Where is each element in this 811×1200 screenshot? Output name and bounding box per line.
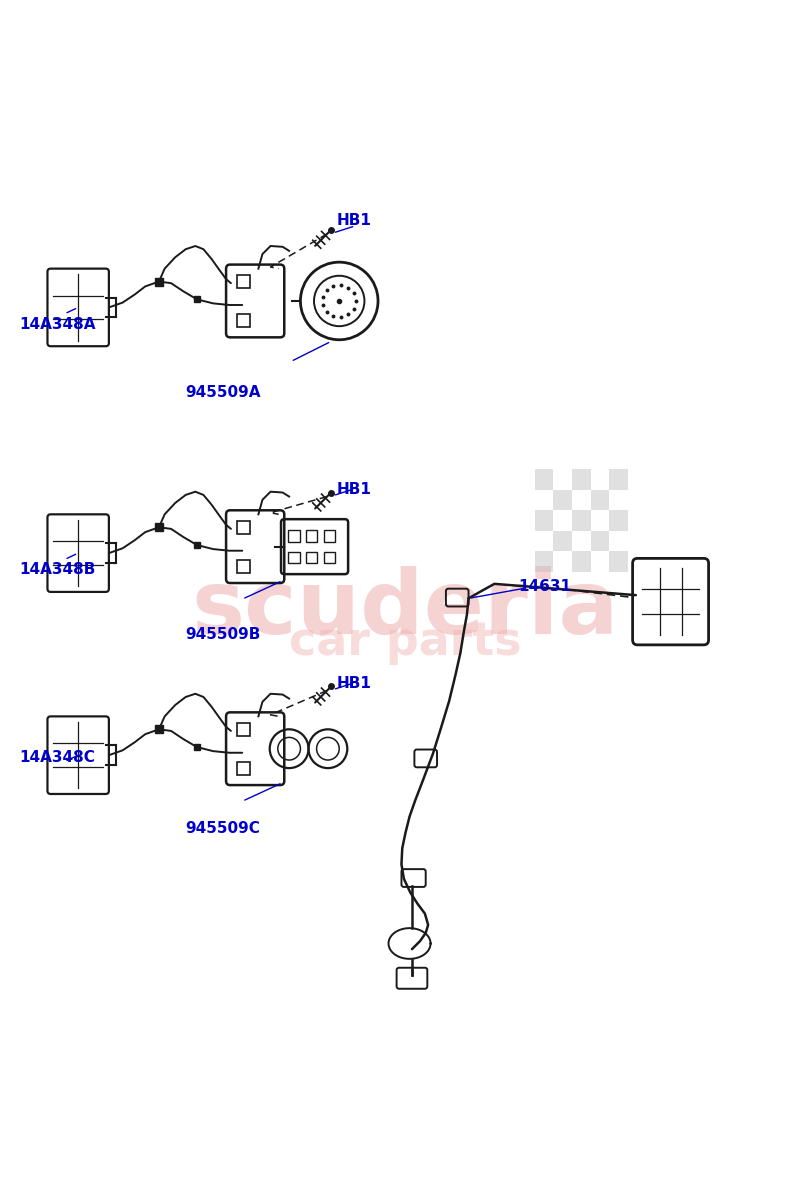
Bar xyxy=(324,530,335,542)
Text: 14A348B: 14A348B xyxy=(19,563,96,577)
Text: 945509C: 945509C xyxy=(186,821,260,836)
Text: 945509B: 945509B xyxy=(186,628,261,642)
Bar xyxy=(237,722,250,736)
Bar xyxy=(553,530,572,551)
Bar xyxy=(609,551,628,571)
Bar xyxy=(534,469,553,490)
Bar xyxy=(553,490,572,510)
Bar xyxy=(590,490,609,510)
Text: HB1: HB1 xyxy=(337,214,371,228)
Bar xyxy=(609,469,628,490)
Bar xyxy=(609,510,628,530)
Bar xyxy=(237,559,250,572)
Bar xyxy=(572,551,590,571)
Bar xyxy=(237,314,250,326)
Bar xyxy=(288,552,299,563)
Bar xyxy=(572,469,590,490)
Bar xyxy=(306,552,317,563)
Text: 945509A: 945509A xyxy=(186,384,261,400)
Bar xyxy=(572,510,590,530)
Bar xyxy=(306,530,317,542)
Bar xyxy=(237,521,250,534)
Bar xyxy=(324,552,335,563)
Text: 14A348C: 14A348C xyxy=(19,750,95,764)
Bar xyxy=(237,275,250,288)
Bar xyxy=(534,551,553,571)
Text: HB1: HB1 xyxy=(337,481,371,497)
Bar xyxy=(237,762,250,774)
Text: 14631: 14631 xyxy=(519,578,572,594)
Bar xyxy=(534,510,553,530)
Text: scuderia: scuderia xyxy=(192,566,619,653)
Text: car parts: car parts xyxy=(290,620,521,665)
Bar xyxy=(288,530,299,542)
Text: HB1: HB1 xyxy=(337,676,371,690)
Text: 14A348A: 14A348A xyxy=(19,317,96,331)
Bar xyxy=(590,530,609,551)
